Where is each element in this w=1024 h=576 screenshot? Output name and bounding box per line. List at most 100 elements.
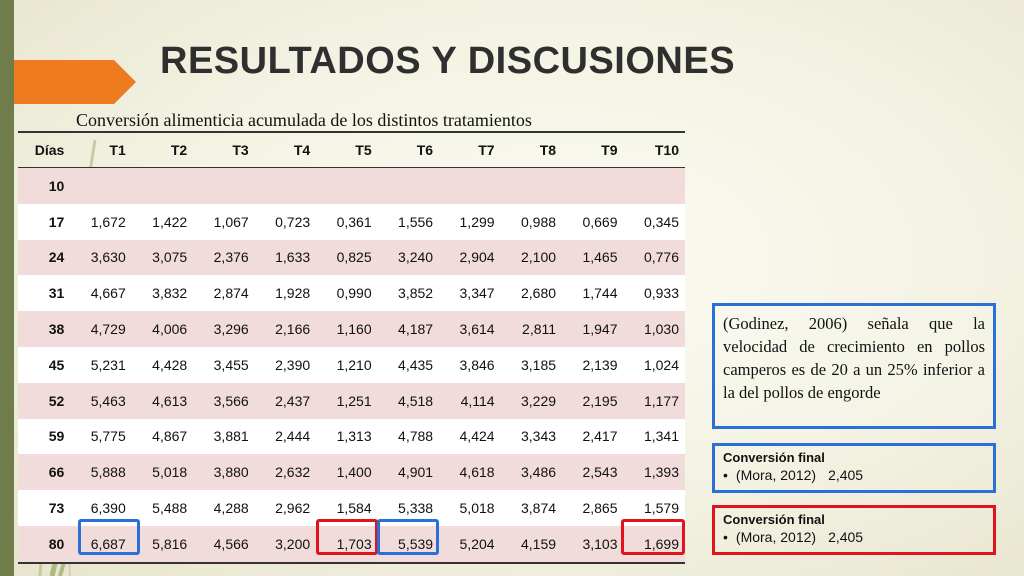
highlight-t5-day80 xyxy=(316,519,378,555)
value-cell: 2,811 xyxy=(522,321,557,338)
value-cell xyxy=(132,168,193,204)
value-cell: 5,338 xyxy=(398,500,434,517)
day-cell: 10 xyxy=(48,177,65,194)
value-cell: 1,579 xyxy=(643,500,679,517)
value-cell: 1,465 xyxy=(582,249,618,266)
column-header-t9: T9 xyxy=(601,142,618,158)
value-cell: 4,006 xyxy=(152,321,188,338)
table-row: 17 1,672 1,422 1,067 0,723 0,361 1,556 1,299 0,9… xyxy=(18,203,685,240)
value-cell: 3,486 xyxy=(520,464,557,481)
value-cell: 3,566 xyxy=(213,392,249,409)
value-cell: 3,630 xyxy=(90,249,126,266)
value-cell: 2,390 xyxy=(275,356,311,373)
table-row: 59 5,775 4,867 3,881 2,444 1,313 4,788 4,424 3,3… xyxy=(18,418,685,455)
value-cell: 1,299 xyxy=(459,213,495,230)
value-cell: 4,159 xyxy=(520,535,557,552)
column-header-t6: T6 xyxy=(416,142,434,158)
value-cell: 2,195 xyxy=(582,392,618,409)
value-cell: 0,990 xyxy=(336,285,372,302)
value-cell: 1,703 xyxy=(336,535,372,552)
value-cell: 2,865 xyxy=(582,500,618,517)
column-header-t7: T7 xyxy=(478,142,495,158)
value-cell: 5,488 xyxy=(152,500,188,517)
value-cell: 0,776 xyxy=(643,249,679,266)
value-cell: 2,166 xyxy=(275,321,311,338)
value-cell xyxy=(255,168,316,204)
column-header-t8: T8 xyxy=(539,142,557,158)
value-cell: 5,204 xyxy=(459,535,495,552)
value-cell: 2,437 xyxy=(275,392,311,409)
table-body: 10 17 1,672 1,422 1,067 0,723 0,361 1,556 1,299 0… xyxy=(18,167,686,563)
value-cell xyxy=(316,168,377,204)
value-cell: 4,114 xyxy=(460,392,495,409)
value-cell: 0,825 xyxy=(336,249,372,266)
highlight-t10-day80 xyxy=(621,519,685,555)
final-conversion-source: (Mora, 2012) xyxy=(735,529,817,545)
final-conversion-source: (Mora, 2012) xyxy=(735,467,817,483)
value-cell: 1,067 xyxy=(213,213,249,230)
value-cell: 4,435 xyxy=(398,356,434,373)
value-cell: 3,880 xyxy=(213,464,249,481)
final-conversion-box-red: Conversión final • (Mora, 2012) 2,405 xyxy=(712,505,996,555)
bullet-icon: • xyxy=(723,467,728,483)
value-cell xyxy=(501,168,562,204)
value-cell: 3,229 xyxy=(520,392,557,409)
value-cell: 4,613 xyxy=(152,392,188,409)
value-cell: 5,018 xyxy=(152,464,188,481)
final-conversion-heading: Conversión final xyxy=(723,450,825,465)
table-row: 31 4,667 3,832 2,874 1,928 0,990 3,852 3,347 2,6… xyxy=(18,275,685,312)
value-cell: 3,347 xyxy=(459,285,495,302)
value-cell: 3,874 xyxy=(520,500,557,517)
value-cell: 4,788 xyxy=(398,428,434,445)
value-cell: 2,962 xyxy=(275,500,311,517)
value-cell: 0,669 xyxy=(582,213,618,230)
value-cell: 4,729 xyxy=(90,321,126,338)
value-cell: 5,888 xyxy=(90,464,126,481)
value-cell: 3,846 xyxy=(459,356,495,373)
value-cell: 1,393 xyxy=(643,464,679,481)
value-cell: 5,816 xyxy=(152,535,188,552)
value-cell: 4,901 xyxy=(398,464,434,481)
value-cell xyxy=(70,168,131,204)
value-cell: 2,632 xyxy=(275,464,311,481)
value-cell: 5,231 xyxy=(90,356,126,373)
value-cell: 2,680 xyxy=(520,285,557,302)
value-cell: 1,210 xyxy=(336,356,372,373)
value-cell: 1,744 xyxy=(582,285,618,302)
value-cell: 0,933 xyxy=(643,285,679,302)
table-row: 80 6,687 5,816 4,566 3,200 1,703 5,539 5,204 4,1… xyxy=(18,525,685,563)
value-cell: 4,867 xyxy=(152,428,188,445)
day-cell: 38 xyxy=(48,321,65,338)
column-header-t4: T4 xyxy=(293,142,311,158)
value-cell: 0,988 xyxy=(520,213,557,230)
column-header-t3: T3 xyxy=(232,142,249,158)
day-cell: 31 xyxy=(48,285,65,302)
value-cell: 4,428 xyxy=(152,356,188,373)
final-conversion-heading: Conversión final xyxy=(723,512,825,527)
value-cell: 1,947 xyxy=(582,321,618,338)
table-row: 24 3,630 3,075 2,376 1,633 0,825 3,240 2,904 2,1… xyxy=(18,239,685,276)
table-header-row: Días T1 T2 T3 T4 T5 T6 T7 T8 T9 T10 xyxy=(18,132,685,168)
day-cell: 17 xyxy=(48,213,65,230)
value-cell: 2,444 xyxy=(275,428,311,445)
value-cell: 1,672 xyxy=(90,213,126,230)
literature-note: (Godinez, 2006) señala que la velocidad … xyxy=(712,303,996,429)
final-conversion-item: • (Mora, 2012) 2,405 xyxy=(723,467,985,483)
value-cell: 3,455 xyxy=(213,356,249,373)
value-cell: 1,313 xyxy=(336,428,372,445)
table-row: 52 5,463 4,613 3,566 2,437 1,251 4,518 4,114 3,2… xyxy=(18,382,685,419)
value-cell: 4,424 xyxy=(459,428,495,445)
value-cell xyxy=(624,168,686,204)
value-cell: 5,463 xyxy=(90,392,126,409)
table-row: 38 4,729 4,006 3,296 2,166 1,160 4,187 3,614 2,8… xyxy=(18,311,685,347)
column-header-t1: T1 xyxy=(109,142,126,158)
value-cell: 4,187 xyxy=(398,321,434,338)
value-cell: 1,024 xyxy=(643,356,679,373)
final-conversion-box-blue: Conversión final • (Mora, 2012) 2,405 xyxy=(712,443,996,493)
value-cell: 0,345 xyxy=(643,213,679,230)
value-cell: 3,185 xyxy=(520,356,557,373)
day-cell: 45 xyxy=(48,356,65,373)
value-cell: 3,852 xyxy=(398,285,434,302)
day-cell: 80 xyxy=(48,535,65,552)
final-conversion-value: 2,405 xyxy=(828,467,864,483)
